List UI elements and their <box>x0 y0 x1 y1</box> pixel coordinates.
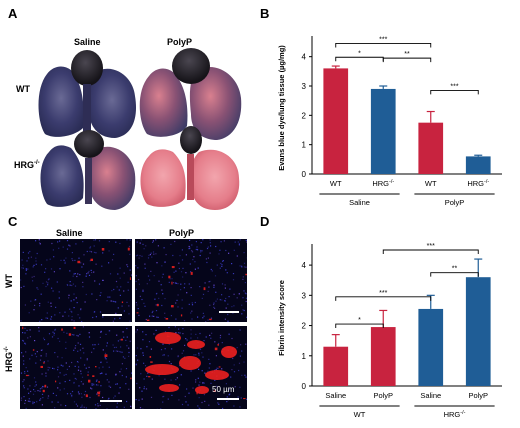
y-axis-label: Evans blue dye/lung tissue (µg/mg) <box>277 45 286 171</box>
bar <box>465 156 491 174</box>
y-tick-label: 4 <box>302 53 307 62</box>
bar <box>370 88 396 174</box>
significance-label: *** <box>379 36 387 43</box>
significance-label: *** <box>450 83 458 90</box>
panel-a-row-wt: WT <box>16 84 30 94</box>
bar <box>323 346 349 386</box>
micro-hrg-polyp: 50 µm <box>135 326 247 409</box>
lung-hrg-polyp <box>140 126 240 210</box>
y-tick-label: 2 <box>302 111 307 120</box>
significance-label: ** <box>404 51 410 58</box>
x-tick-label: PolyP <box>373 391 393 400</box>
bar <box>323 68 349 174</box>
y-tick-label: 3 <box>302 82 307 91</box>
significance-bracket <box>335 296 432 301</box>
scale-bar <box>100 400 122 402</box>
micrograph-texture <box>135 326 247 409</box>
y-tick-label: 0 <box>302 382 307 391</box>
panel-b-label: B <box>260 6 270 21</box>
x-tick-label: Saline <box>325 391 346 400</box>
lung-wt-polyp <box>139 48 242 140</box>
lung-wt-saline <box>38 50 137 138</box>
x-tick-label: HRG-/- <box>372 179 394 188</box>
significance-bracket <box>430 272 479 277</box>
y-axis-label: Fibrin intensity score <box>277 280 286 356</box>
scale-bar <box>102 314 122 316</box>
x-tick-label: Saline <box>420 391 441 400</box>
y-tick-label: 0 <box>302 170 307 179</box>
significance-bracket <box>382 57 432 63</box>
significance-bracket <box>335 56 384 62</box>
chart-b: 0 1 2 3 4 Evans blue dye/lung tissue (µg/mg) W… <box>277 36 502 207</box>
lung-hrg-saline <box>40 130 136 210</box>
y-tick-label: 3 <box>302 291 307 300</box>
panel-c-col-polyp: PolyP <box>169 228 195 238</box>
micrograph-texture <box>135 239 247 322</box>
scale-bar <box>219 311 239 313</box>
micro-hrg-saline <box>20 326 132 409</box>
significance-label: * <box>358 50 361 57</box>
scale-bar-label: 50 µm <box>212 385 235 394</box>
y-tick-label: 1 <box>302 141 307 150</box>
micro-wt-polyp <box>135 239 247 322</box>
bar <box>418 122 444 174</box>
x-tick-label: WT <box>425 179 437 188</box>
significance-bracket <box>382 249 479 254</box>
micrograph-texture <box>20 239 132 322</box>
panel-c-row-wt: WT <box>4 274 14 288</box>
x-tick-label: HRG-/- <box>467 179 489 188</box>
group-label: WT <box>354 410 366 419</box>
bar <box>465 277 491 386</box>
bar <box>418 308 444 386</box>
bar <box>370 327 396 386</box>
panel-a-col-saline: Saline <box>74 37 101 47</box>
x-tick-label: PolyP <box>468 391 488 400</box>
significance-bracket <box>335 323 384 329</box>
panel-c-row-hrg: HRG-/- <box>4 346 14 372</box>
significance-label: *** <box>427 243 435 250</box>
panel-c-col-saline: Saline <box>56 228 83 238</box>
panel-a-lung-photos <box>38 48 242 210</box>
panel-a-row-hrg: HRG-/- <box>14 160 40 170</box>
significance-bracket <box>430 89 479 95</box>
y-tick-label: 2 <box>302 322 307 331</box>
panel-a-label: A <box>8 6 18 21</box>
significance-label: * <box>358 317 361 324</box>
significance-bracket <box>335 43 432 48</box>
group-label: PolyP <box>445 198 465 207</box>
group-label: Saline <box>349 198 370 207</box>
micro-wt-saline <box>20 239 132 322</box>
x-tick-label: WT <box>330 179 342 188</box>
panel-d-label: D <box>260 214 270 229</box>
micrograph-texture <box>20 326 132 409</box>
scale-bar <box>217 398 239 400</box>
y-tick-label: 1 <box>302 352 307 361</box>
significance-label: ** <box>452 266 458 273</box>
chart-d: 0 1 2 3 4 Fibrin intensity score Saline PolyP Sa… <box>277 243 502 419</box>
group-label: HRG-/- <box>444 410 466 419</box>
significance-label: *** <box>379 290 387 297</box>
panel-a-col-polyp: PolyP <box>167 37 193 47</box>
y-tick-label: 4 <box>302 261 307 270</box>
panel-c-label: C <box>8 214 18 229</box>
